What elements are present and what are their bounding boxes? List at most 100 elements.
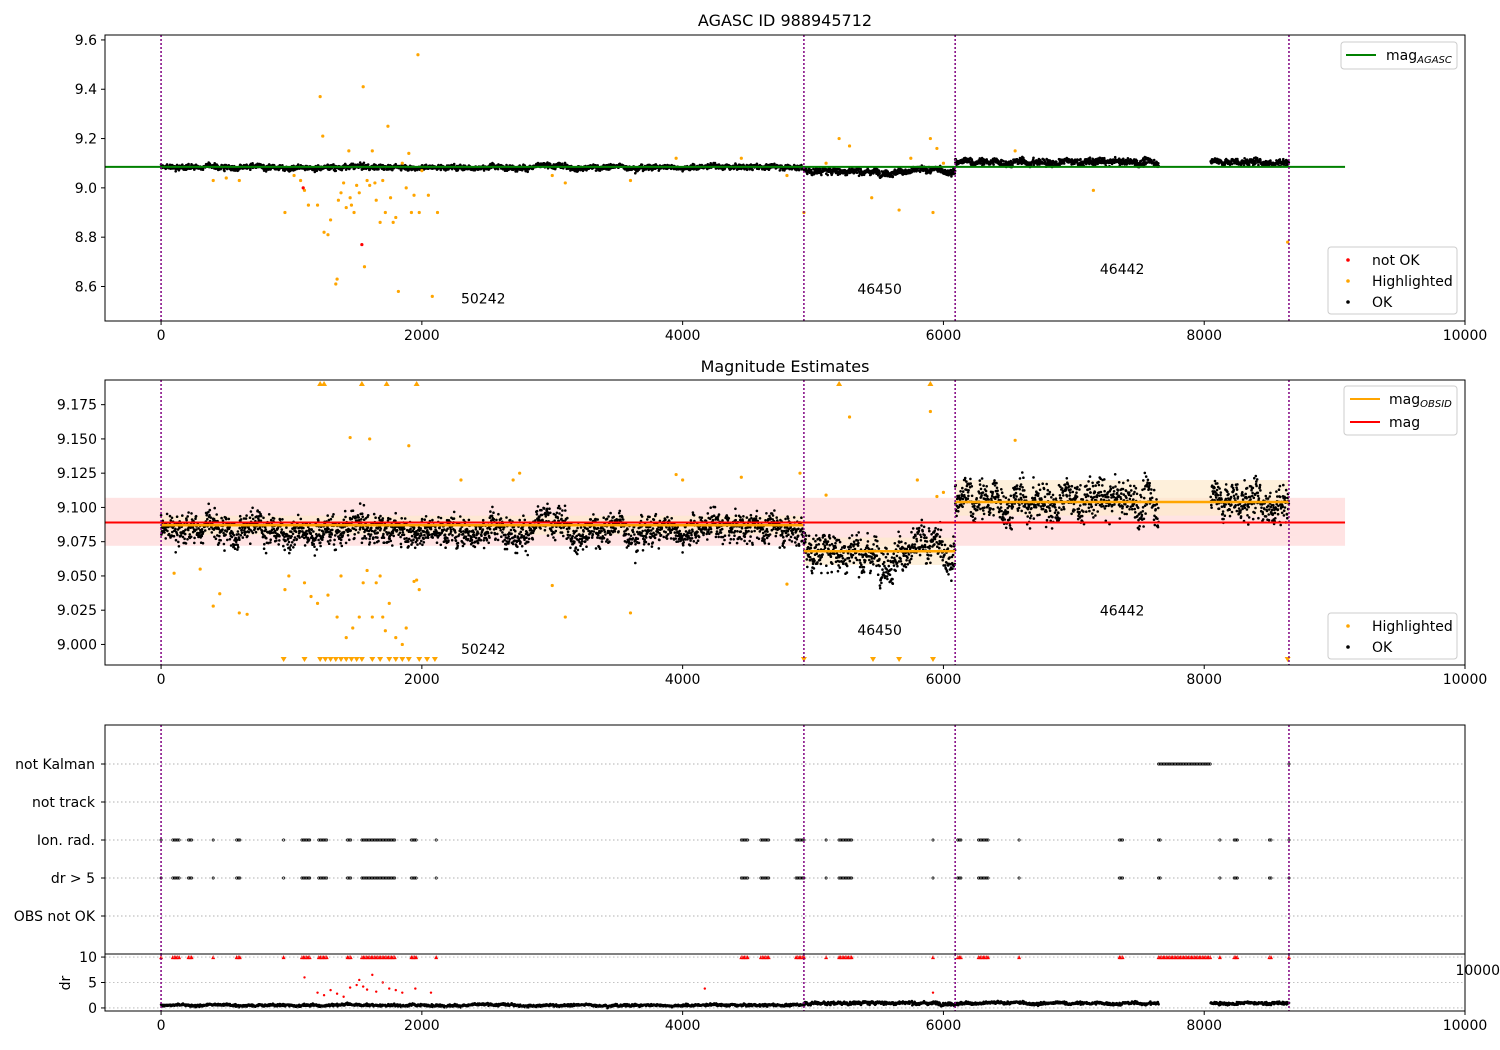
middle-ok-point (410, 534, 414, 538)
top-ok-point (201, 168, 205, 171)
top-ok-point (452, 162, 456, 166)
middle-ok-point (174, 538, 178, 542)
middle-ok-point (394, 511, 398, 515)
top-highlighted-point (388, 196, 393, 200)
middle-ok-point (277, 543, 281, 546)
top-ok-point (751, 168, 754, 172)
top-highlighted-point (357, 191, 361, 195)
middle-ok-point (446, 536, 449, 540)
middle-ok-point (418, 542, 422, 545)
middle-ok-point (227, 517, 231, 521)
middle-ok-point (288, 551, 291, 555)
middle-ok-point (282, 544, 285, 548)
top-ok-point (1113, 155, 1117, 159)
top-ytick-label: 9.2 (75, 132, 97, 148)
top-ytick-label: 9.0 (75, 181, 97, 197)
middle-ok-point (278, 539, 281, 542)
top-highlighted-point (739, 156, 743, 160)
top-ok-point (1269, 159, 1272, 162)
middle-ok-point (164, 537, 167, 540)
top-highlighted-point (383, 210, 387, 215)
middle-ok-point (473, 545, 477, 549)
middle-ok-point (339, 541, 342, 545)
top-ok-point (315, 169, 319, 173)
middle-ok-point (163, 531, 166, 534)
top-ok-point (857, 174, 861, 178)
middle-ok-point (339, 538, 343, 542)
middle-ok-point (186, 538, 189, 541)
middle-ok-point (292, 538, 296, 542)
middle-ok-point (458, 533, 461, 536)
top-ytick-label: 8.6 (75, 279, 97, 295)
middle-ok-point (427, 531, 430, 534)
middle-ok-point (327, 527, 330, 531)
middle-ok-point (241, 536, 245, 539)
top-ok-point (174, 170, 177, 173)
top-ok-point (1259, 158, 1262, 162)
middle-ok-point (289, 544, 293, 547)
middle-ok-point (176, 533, 179, 537)
middle-ok-point (332, 513, 335, 516)
top-highlighted-point (430, 294, 434, 298)
middle-ok-point (358, 502, 362, 505)
middle-ok-point (217, 541, 221, 545)
top-ok-point (1135, 159, 1139, 163)
middle-ok-point (400, 517, 404, 520)
middle-ok-point (238, 526, 241, 530)
top-ok-point (549, 162, 552, 166)
top-highlighted-point (355, 183, 359, 187)
top-highlighted-point (396, 289, 400, 294)
top-highlighted-point (365, 178, 369, 183)
top-ok-point (165, 163, 169, 166)
middle-ok-point (423, 518, 427, 521)
top-xtick-label: 8000 (1186, 328, 1222, 344)
middle-ok-point (236, 543, 239, 547)
middle-ok-point (298, 536, 301, 539)
middle-ok-point (407, 540, 410, 543)
middle-ok-point (181, 514, 184, 517)
middle-ok-point (165, 512, 169, 516)
top-highlighted-point (211, 178, 215, 183)
middle-ok-point (172, 534, 176, 538)
top-ok-point (1062, 162, 1066, 165)
middle-ok-point (331, 528, 334, 532)
middle-ok-point (429, 527, 433, 531)
middle-ok-point (357, 516, 361, 519)
top-highlighted-point (394, 215, 398, 220)
middle-ok-point (312, 542, 316, 546)
middle-ok-point (357, 531, 360, 534)
middle-ok-point (309, 532, 313, 535)
middle-ok-point (459, 515, 462, 518)
top-ok-point (1002, 159, 1005, 163)
middle-ok-point (373, 541, 376, 545)
middle-ok-point (464, 535, 468, 539)
middle-ok-point (364, 537, 368, 540)
middle-ok-point (284, 539, 287, 543)
middle-ok-point (313, 554, 317, 557)
middle-ok-point (290, 541, 294, 544)
top-ok-point (439, 168, 443, 172)
middle-ok-point (344, 541, 348, 545)
middle-ok-point (379, 514, 382, 518)
middle-ok-point (376, 531, 380, 534)
middle-ok-point (303, 544, 307, 547)
middle-ok-point (239, 534, 243, 537)
top-highlighted-point (368, 183, 372, 187)
middle-ok-point (435, 541, 439, 544)
middle-ok-point (363, 534, 367, 538)
middle-ok-point (210, 531, 214, 534)
top-highlighted-point (847, 144, 852, 148)
top-xtick-label: 6000 (926, 328, 962, 344)
middle-ok-point (470, 535, 474, 539)
middle-ok-point (374, 516, 377, 519)
middle-ok-point (193, 541, 196, 545)
middle-ok-point (399, 545, 403, 549)
top-not-ok-point (301, 186, 305, 190)
middle-ok-point (471, 541, 474, 544)
top-ok-point (399, 169, 403, 172)
middle-ok-point (200, 528, 204, 531)
top-ok-point (745, 168, 749, 172)
middle-ok-point (215, 513, 218, 516)
top-not-ok-point (360, 242, 364, 247)
top-ok-point (1055, 160, 1058, 164)
